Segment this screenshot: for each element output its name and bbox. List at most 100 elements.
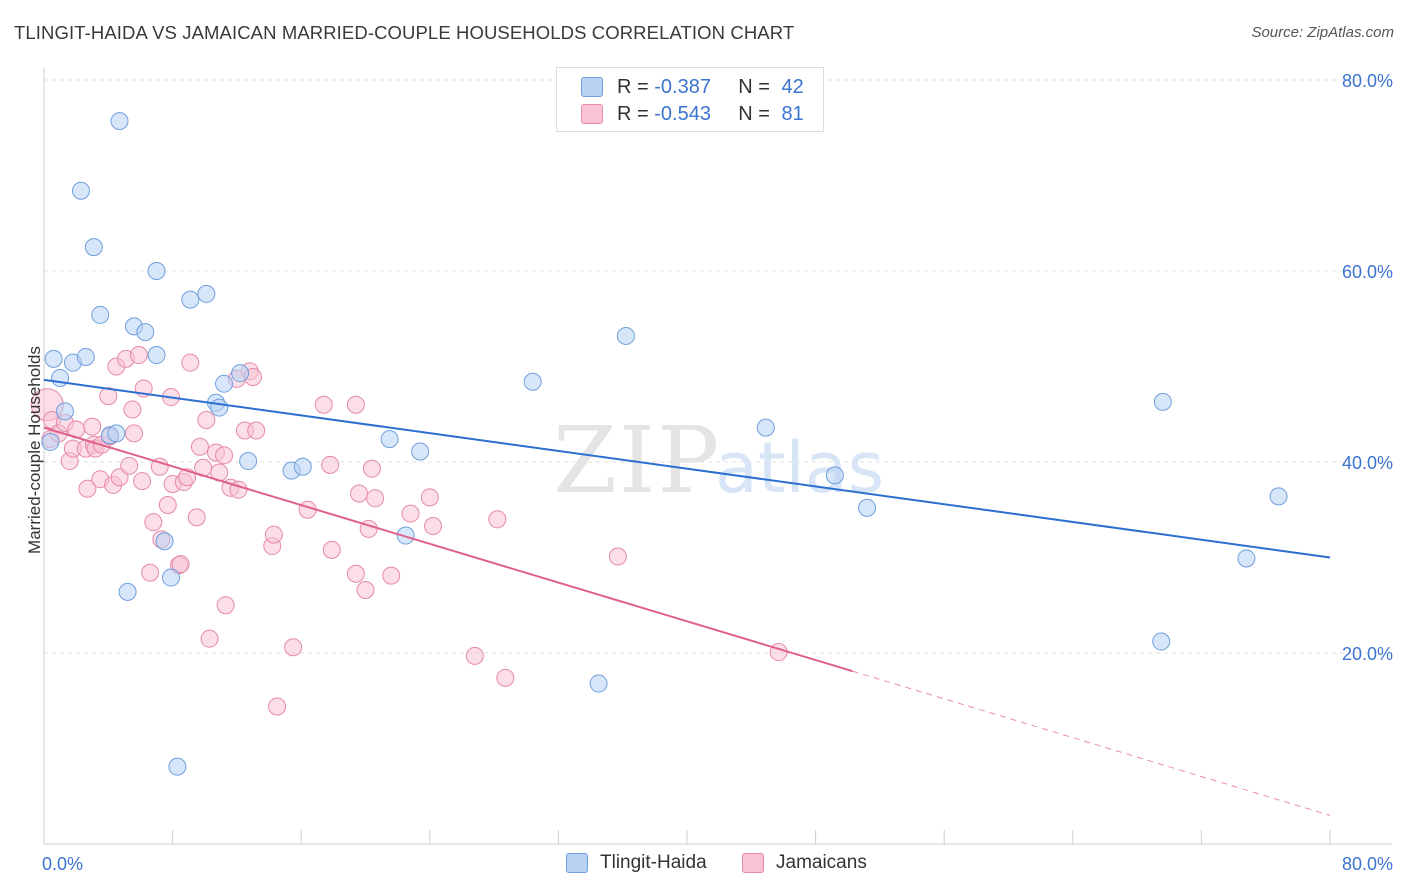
legend-r-value: -0.543 bbox=[654, 102, 711, 125]
x-tick-label: 80.0% bbox=[1342, 854, 1393, 874]
jamaicans-point bbox=[83, 417, 102, 436]
jamaicans-point bbox=[314, 395, 333, 414]
jamaicans-point bbox=[420, 488, 439, 507]
blue-swatch-icon bbox=[566, 853, 588, 873]
jamaicans-point bbox=[158, 495, 177, 514]
tlingit-haida-point bbox=[197, 284, 216, 303]
bottom-legend: Tlingit-Haida Jamaicans bbox=[0, 852, 1406, 878]
tlingit-haida-point bbox=[231, 364, 250, 383]
tlingit-haida-point bbox=[41, 432, 60, 451]
tlingit-haida-point bbox=[84, 238, 103, 257]
legend-n-label: N = bbox=[738, 102, 776, 125]
jamaicans-point bbox=[356, 580, 375, 599]
tlingit-haida-point bbox=[44, 349, 63, 368]
tlingit-haida-point bbox=[411, 442, 430, 461]
tlingit-haida-point bbox=[76, 347, 95, 366]
bottom-legend-tlingit-haida: Tlingit-Haida bbox=[566, 852, 707, 874]
tlingit-haida-point bbox=[55, 402, 74, 421]
tlingit-haida-point bbox=[155, 532, 174, 551]
jamaicans-point bbox=[264, 525, 283, 544]
watermark: ZIP atlas bbox=[553, 407, 884, 514]
tlingit-haida-point bbox=[523, 372, 542, 391]
jamaicans-point bbox=[120, 456, 139, 475]
tlingit-haida-trend-line bbox=[43, 378, 1331, 559]
tlingit-haida-point bbox=[118, 582, 137, 601]
jamaicans-point bbox=[190, 437, 209, 456]
legend-row-jamaicans: R = -0.543 N = 81 bbox=[581, 101, 804, 127]
chart-title: TLINGIT-HAIDA VS JAMAICAN MARRIED-COUPLE… bbox=[14, 22, 795, 43]
tlingit-haida-point bbox=[293, 457, 312, 476]
tlingit-haida-point bbox=[91, 305, 110, 324]
bottom-legend-label: Tlingit-Haida bbox=[600, 852, 707, 873]
jamaicans-point bbox=[150, 457, 169, 476]
jamaicans-point bbox=[200, 629, 219, 648]
jamaicans-point bbox=[141, 563, 160, 582]
tlingit-haida-point bbox=[1269, 487, 1288, 506]
jamaicans-point bbox=[346, 395, 365, 414]
legend-n-label: N = bbox=[738, 75, 776, 98]
legend: R = -0.387 N = 42 R = -0.543 N = 81 bbox=[556, 67, 824, 132]
x-tick-label: 0.0% bbox=[42, 854, 83, 874]
jamaicans-point bbox=[215, 446, 234, 465]
jamaicans-point bbox=[268, 697, 287, 716]
jamaicans-point bbox=[129, 346, 148, 365]
jamaicans-point bbox=[144, 513, 163, 532]
tlingit-haida-point bbox=[589, 674, 608, 693]
tlingit-haida-point bbox=[380, 430, 399, 449]
jamaicans-point bbox=[247, 421, 266, 440]
source-label: Source: ZipAtlas.com bbox=[1251, 24, 1394, 41]
jamaicans-trend-line bbox=[43, 426, 853, 673]
blue-swatch-icon bbox=[581, 77, 603, 97]
tlingit-haida-point bbox=[107, 424, 126, 443]
jamaicans-point bbox=[99, 387, 118, 406]
jamaicans-point bbox=[608, 547, 627, 566]
axes bbox=[43, 68, 1392, 845]
bottom-legend-jamaicans: Jamaicans bbox=[742, 852, 867, 874]
legend-n-value: 81 bbox=[781, 102, 804, 125]
tlingit-haida-point bbox=[147, 346, 166, 365]
jamaicans-points bbox=[30, 346, 788, 716]
jamaicans-point bbox=[133, 472, 152, 491]
legend-row-tlingit-haida: R = -0.387 N = 42 bbox=[581, 74, 804, 100]
y-tick-label: 20.0% bbox=[1342, 644, 1393, 664]
grid bbox=[44, 79, 1392, 654]
jamaicans-point bbox=[346, 564, 365, 583]
legend-n-value: 42 bbox=[781, 75, 804, 98]
jamaicans-point bbox=[488, 510, 507, 529]
pink-swatch-icon bbox=[742, 853, 764, 873]
tlingit-haida-point bbox=[71, 181, 90, 200]
jamaicans-point bbox=[366, 489, 385, 508]
pink-swatch-icon bbox=[581, 104, 603, 124]
tlingit-haida-point bbox=[1153, 392, 1172, 411]
tlingit-haida-point bbox=[825, 466, 844, 485]
jamaicans-point bbox=[401, 504, 420, 523]
jamaicans-point bbox=[382, 566, 401, 585]
jamaicans-point bbox=[350, 484, 369, 503]
tlingit-haida-point bbox=[616, 326, 635, 345]
jamaicans-point bbox=[362, 459, 381, 478]
legend-r-label: R = bbox=[617, 102, 655, 125]
jamaicans-point bbox=[110, 468, 129, 487]
jamaicans-point bbox=[216, 596, 235, 615]
tlingit-haida-point bbox=[1152, 632, 1171, 651]
bottom-legend-label: Jamaicans bbox=[776, 852, 867, 873]
tlingit-haida-point bbox=[147, 262, 166, 280]
tick-labels: 20.0% 40.0% 60.0% 80.0% 0.0% 80.0% bbox=[42, 71, 1393, 874]
tlingit-haida-point bbox=[136, 323, 155, 342]
jamaicans-point bbox=[321, 455, 340, 474]
jamaicans-point bbox=[424, 516, 443, 535]
jamaicans-point bbox=[125, 424, 144, 443]
tlingit-haida-point bbox=[215, 374, 234, 393]
y-tick-label: 80.0% bbox=[1342, 71, 1393, 91]
tlingit-haida-point bbox=[110, 112, 129, 131]
tlingit-haida-point bbox=[858, 498, 877, 517]
trend-lines bbox=[43, 378, 1331, 816]
legend-r-value: -0.387 bbox=[654, 75, 711, 98]
tlingit-haida-point bbox=[168, 757, 187, 776]
jamaicans-point bbox=[496, 668, 515, 687]
jamaicans-point bbox=[78, 479, 97, 498]
tlingit-haida-point bbox=[210, 398, 229, 417]
jamaicans-point bbox=[181, 353, 200, 372]
y-tick-label: 40.0% bbox=[1342, 453, 1393, 473]
jamaicans-point bbox=[187, 508, 206, 527]
